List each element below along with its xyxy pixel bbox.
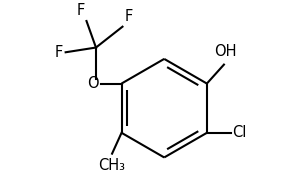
- Text: Cl: Cl: [232, 125, 247, 140]
- Text: OH: OH: [214, 44, 237, 59]
- Text: O: O: [87, 76, 99, 91]
- Text: CH₃: CH₃: [99, 158, 126, 173]
- Text: F: F: [76, 3, 85, 18]
- Text: F: F: [124, 9, 133, 24]
- Text: F: F: [55, 45, 63, 60]
